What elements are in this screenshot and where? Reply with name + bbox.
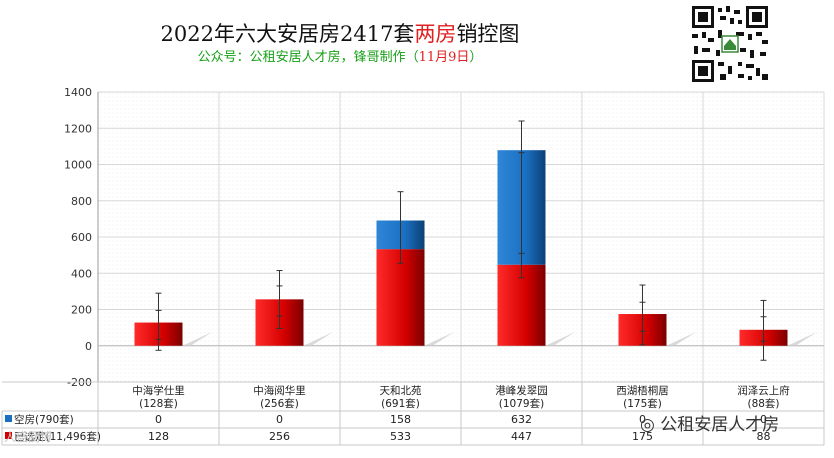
data-label: 0 — [639, 413, 646, 426]
data-label: 0 — [760, 413, 767, 426]
legend-label-selected: 已选定(11,496套) — [14, 430, 101, 443]
watermark-label: 公租安居人才房 — [660, 415, 780, 435]
x-category-sublabel: (88套) — [747, 397, 779, 410]
chart-title: 2022年六大安居房2417套两房销控图 — [0, 18, 680, 48]
error-bars — [155, 120, 767, 361]
bar-shadow — [545, 331, 576, 346]
legend-swatch-selected — [5, 432, 12, 439]
x-category-label: 港峰发翠园 — [495, 384, 548, 397]
legend-swatch-empty — [5, 415, 12, 422]
error-bar-inner — [760, 316, 767, 342]
x-category-label: 中海阅华里 — [253, 384, 306, 397]
legend-label-empty: 空房(790套) — [14, 413, 74, 426]
y-tick-label: 200 — [71, 304, 92, 317]
y-tick-label: 1000 — [64, 159, 92, 172]
title-prefix: 2022年六大安居房2417套 — [160, 22, 415, 46]
data-label: 88 — [757, 430, 771, 443]
x-category-sublabel: (128套) — [139, 397, 178, 410]
x-category-label: 中海学仕里 — [132, 384, 185, 397]
bar-selected — [376, 249, 425, 346]
data-label: 632 — [511, 413, 532, 426]
x-category-label: 西湖梧桐居 — [616, 384, 669, 397]
data-label: 0 — [155, 413, 162, 426]
x-category-sublabel: (1079套) — [499, 397, 544, 410]
title-suffix: 销控图 — [456, 22, 520, 46]
x-category-sublabel: (691套) — [381, 397, 420, 410]
data-label: 0 — [276, 413, 283, 426]
bar-shadows — [182, 331, 818, 346]
watermark-left: 人盛网博 — [4, 430, 53, 444]
qr-code-icon — [690, 4, 770, 84]
x-category-label: 天和北苑 — [380, 384, 422, 397]
data-table: 中海学仕里(128套) 中海阅华里(256套) 天和北苑(691套) 港峰发翠园(10… — [1, 381, 825, 446]
bar-shadow — [303, 331, 334, 346]
x-category-sublabel: (175套) — [623, 397, 662, 410]
subtitle-suffix: ） — [469, 50, 483, 65]
bar-shadow — [424, 331, 455, 346]
y-tick-label: 1400 — [64, 86, 92, 99]
y-tick-label: 600 — [71, 231, 92, 244]
bar-shadow — [787, 331, 818, 346]
error-bar-inner — [276, 285, 283, 317]
y-tick-label: 800 — [71, 195, 92, 208]
data-label: 447 — [511, 430, 532, 443]
x-category-sublabel: (256套) — [260, 397, 299, 410]
data-label: 128 — [148, 430, 169, 443]
y-tick-label: 400 — [71, 267, 92, 280]
y-tick-label: 1200 — [64, 122, 92, 135]
watermark-text: ◎ 公租安居人才房 — [640, 410, 779, 435]
y-tick-label: 0 — [85, 340, 92, 353]
subtitle-prefix: 公众号：公租安居人才房，锋哥制作（ — [197, 50, 419, 65]
error-bar-inner — [518, 152, 525, 254]
data-label: 533 — [390, 430, 411, 443]
wechat-icon: ◎ — [640, 415, 655, 435]
bar-shadow — [182, 331, 213, 346]
data-label: 256 — [269, 430, 290, 443]
subtitle-date: 11月9日 — [418, 50, 470, 65]
chart-subtitle: 公众号：公租安居人才房，锋哥制作（11月9日） — [0, 46, 680, 65]
bars — [134, 150, 788, 346]
data-label: 158 — [390, 413, 411, 426]
error-bar-inner — [639, 301, 646, 332]
bar-shadow — [666, 331, 697, 346]
x-category-label: 润泽云上府 — [737, 384, 790, 397]
error-bar-inner — [155, 309, 162, 340]
error-bar-outer — [397, 191, 404, 264]
data-label: 175 — [632, 430, 653, 443]
title-highlight: 两房 — [414, 22, 457, 46]
